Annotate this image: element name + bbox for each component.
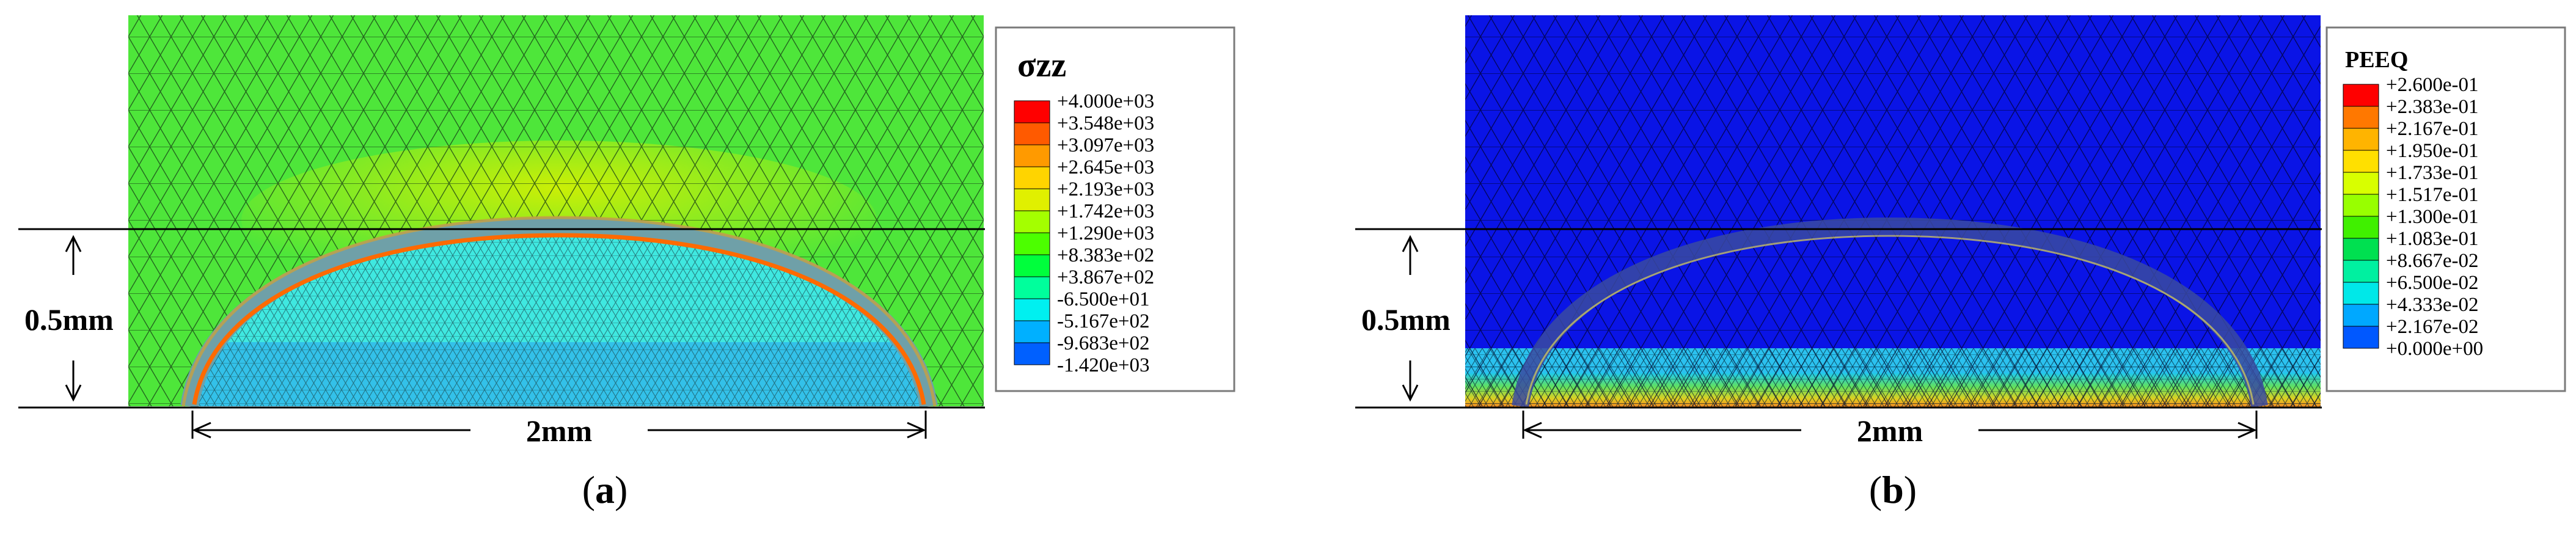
legend-value: +2.167e-02 [2386,316,2479,338]
legend-swatch [1014,188,1050,211]
legend-value: +1.950e-01 [2386,140,2479,162]
coating-rim [180,216,938,408]
legend-value: +1.742e+03 [1057,200,1154,222]
caption-b: (b) [1868,468,1917,511]
legend-value: +0.000e+00 [2386,338,2483,360]
legend-swatch [1014,210,1050,233]
legend-swatch [2343,106,2379,129]
legend-value: +3.097e+03 [1057,134,1154,156]
legend-value: -6.500e+01 [1057,288,1150,310]
legend-swatch [2343,84,2379,107]
panel-b: 0.5mm 2mm PEEQ +2.600e-01 +2.383e-01 +2.16… [1288,0,2576,534]
legend-value: +4.000e+03 [1057,90,1154,112]
legend-value: +4.333e-02 [2386,294,2479,316]
legend-value: -1.420e+03 [1057,354,1150,376]
arrow-down-icon [1402,384,1419,402]
legend-swatch [2343,326,2379,349]
legend-value: +2.645e+03 [1057,156,1154,178]
legend-swatch [1014,276,1050,299]
legend-swatch [1014,320,1050,343]
mesh-overlay-b [1465,15,2321,406]
legend-swatch [2343,304,2379,327]
arrow-right-icon [907,422,926,439]
legend-swatch [1014,122,1050,145]
legend-value: +2.383e-01 [2386,96,2479,118]
legend-value: +8.667e-02 [2386,250,2479,272]
legend-swatch [1014,232,1050,255]
legend-value: +1.290e+03 [1057,222,1154,244]
legend-swatch [1014,166,1050,189]
legend-swatch [2343,238,2379,261]
arrow-down-icon [65,384,82,402]
arrow-up-icon [1402,235,1419,252]
legend-scale: +4.000e+03+3.548e+03+3.097e+03+2.645e+03… [1014,90,1154,376]
contour-plot-b: 0.5mm 2mm PEEQ +2.600e-01+2.383e-01+2.16… [1355,15,2566,448]
legend-value: -9.683e+02 [1057,332,1150,354]
legend-swatch [2343,150,2379,173]
arrow-up-icon [65,235,82,252]
legend-scale-b: +2.600e-01+2.383e-01+2.167e-01+1.950e-01… [2343,74,2483,360]
legend-swatch [2343,260,2379,283]
coating-rim-b [1512,217,2268,408]
legend-swatch [1014,298,1050,321]
caption-a: (a) [582,468,628,511]
legend-swatch [2343,194,2379,217]
arrow-right-icon [2238,422,2257,439]
legend-value: +2.167e-01 [2386,118,2479,140]
legend-title: σzz [1017,46,1066,84]
legend-swatch [1014,100,1050,123]
legend-value: +1.733e-01 [2386,162,2479,184]
height-dimension-label: 0.5mm [24,302,114,337]
legend-swatch [2343,172,2379,195]
legend-value: +1.517e-01 [2386,184,2479,206]
legend-value: -5.167e+02 [1057,310,1150,332]
width-dimension-label: 2mm [526,414,592,448]
height-dimension-label-b: 0.5mm [1361,302,1451,337]
legend-value: +3.548e+03 [1057,112,1154,134]
legend-title-b: PEEQ [2345,47,2408,73]
legend-value: +1.083e-01 [2386,228,2479,250]
width-dimension-label-b: 2mm [1857,414,1923,448]
contour-plot-a: 0.5mm 2mm σzz +4.000e+03+3.548e+03+3.097… [18,15,1235,448]
legend-swatch [2343,216,2379,239]
legend-swatch [2343,282,2379,305]
legend-swatch [1014,254,1050,277]
legend-value: +2.600e-01 [2386,74,2479,96]
legend-value: +3.867e+02 [1057,266,1154,288]
arrow-left-icon [1523,422,1542,439]
legend-value: +2.193e+03 [1057,178,1154,200]
legend-value: +1.300e-01 [2386,206,2479,228]
arrow-left-icon [192,422,211,439]
legend-value: +8.383e+02 [1057,244,1154,266]
legend-swatch [2343,128,2379,151]
panel-a: 0.5mm 2mm σzz +4.000e+03 +3.548e+03 +3.097… [18,15,1235,511]
legend-swatch [1014,342,1050,365]
legend-swatch [1014,144,1050,167]
rim-hot-band [192,233,926,405]
legend-value: +6.500e-02 [2386,272,2479,294]
